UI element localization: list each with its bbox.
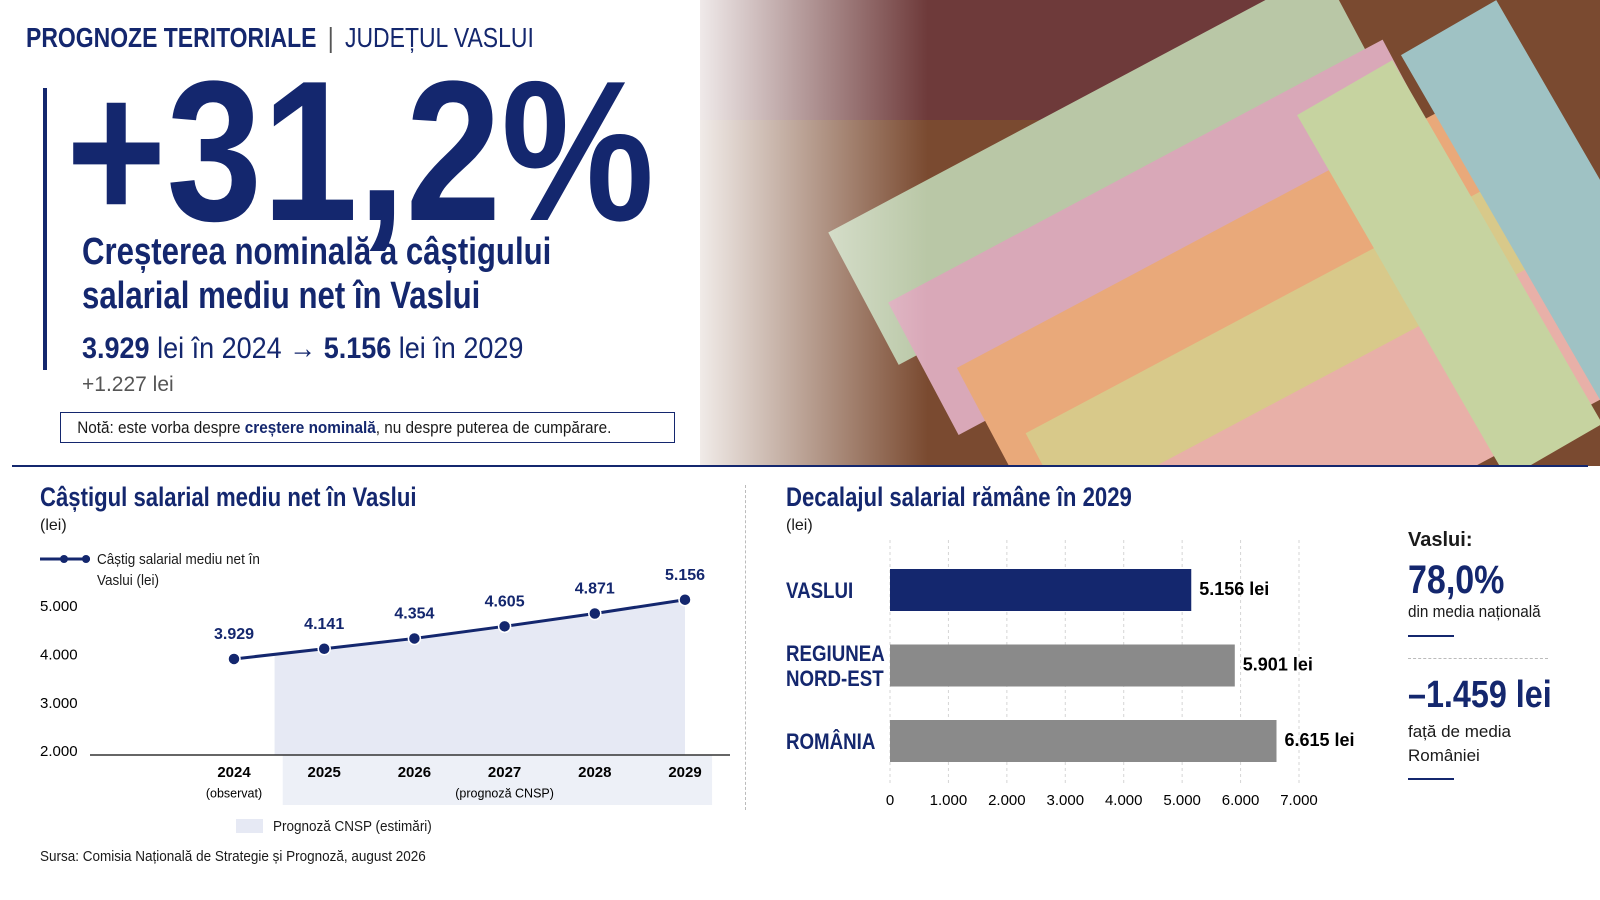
- from-value: 3.929: [82, 332, 150, 365]
- point: [227, 652, 241, 666]
- x-tick-label: 2026: [398, 764, 431, 781]
- x-tick-note: (observat): [206, 786, 262, 800]
- note-lead: Notă: este vorba despre: [77, 418, 241, 437]
- note-emphasis: creștere nominală: [244, 418, 376, 437]
- x-tick-label: 4.000: [1105, 792, 1143, 809]
- forecast-swatch: [236, 819, 263, 833]
- value-label: 4.354: [394, 606, 434, 623]
- bar: [890, 569, 1192, 611]
- value-label: 6.615 lei: [1285, 730, 1355, 750]
- to-value: 5.156: [323, 332, 392, 365]
- stat-gap: –1.459 lei: [1408, 674, 1552, 716]
- section-divider: [12, 465, 1588, 467]
- separator: |: [327, 22, 334, 53]
- legend-swatch: [40, 555, 90, 563]
- x-tick-label: 2025: [308, 764, 341, 781]
- kicker: PROGNOZE TERITORIALE: [26, 22, 317, 53]
- x-tick-label: 2024: [217, 764, 251, 781]
- note-box: Notă: este vorba despre creștere nominal…: [60, 412, 675, 443]
- y-tick-label: 3.000: [40, 695, 78, 712]
- bar: [890, 644, 1235, 687]
- x-tick-label: 5.000: [1163, 792, 1201, 809]
- x-tick-label: 6.000: [1222, 792, 1260, 809]
- value-label: 4.871: [575, 581, 615, 598]
- value-label: 3.929: [214, 626, 254, 643]
- hero-subtitle: Creșterea nominală a câștigului salarial…: [82, 231, 552, 317]
- header: PROGNOZE TERITORIALE | JUDEȚUL VASLUI: [26, 22, 645, 54]
- hero-headline-wrap: +31,2%: [66, 52, 750, 252]
- legend-dot: [60, 555, 68, 563]
- stat-share-text: din media națională: [1408, 602, 1541, 621]
- chart1-title: Câștigul salarial mediu net în Vaslui: [40, 482, 417, 512]
- x-tick-label: 7.000: [1280, 792, 1318, 809]
- bar: [890, 720, 1277, 762]
- stat-rule: [1408, 778, 1454, 780]
- forecast-band: [282, 755, 713, 805]
- chart2-title-wrap: Decalajul salarial rămâne în 2029: [786, 482, 1208, 513]
- x-tick-label: 2027: [488, 764, 521, 781]
- header-line: PROGNOZE TERITORIALE | JUDEȚUL VASLUI: [26, 22, 534, 54]
- stat-rule: [1408, 635, 1454, 637]
- point: [497, 619, 512, 634]
- note-tail: , nu despre puterea de cumpărare.: [375, 418, 612, 437]
- forecast-area: [274, 599, 685, 755]
- stat-label: Vaslui:: [1408, 529, 1473, 551]
- hero-headline: +31,2%: [66, 40, 655, 263]
- column-divider: [745, 485, 746, 810]
- bar-category: VASLUI: [786, 577, 854, 603]
- x-tick-label: 2.000: [988, 792, 1026, 809]
- chart1-title-wrap: Câștigul salarial mediu net în Vaslui: [40, 482, 499, 513]
- legend-dot: [82, 555, 90, 563]
- y-tick-label: 4.000: [40, 647, 78, 664]
- stat-share: 78,0%: [1408, 558, 1505, 602]
- forecast-label: Prognoză CNSP (estimări): [273, 818, 432, 835]
- value-label: 4.605: [485, 594, 525, 611]
- bar-category: REGIUNEA NORD-EST: [786, 640, 885, 691]
- hero-rule: [43, 88, 47, 370]
- chart2-title: Decalajul salarial rămâne în 2029: [786, 482, 1132, 512]
- y-tick-label: 5.000: [40, 598, 78, 615]
- x-tick-label: 2029: [668, 764, 701, 781]
- chart1-unit: (lei): [40, 517, 67, 534]
- value-label: 5.156: [665, 567, 705, 584]
- hero-values-line: 3.929 lei în 2024 → 5.156 lei în 2029: [82, 332, 523, 366]
- hero-values: 3.929 lei în 2024 → 5.156 lei în 2029: [82, 332, 572, 366]
- x-tick-label: 0: [886, 792, 894, 809]
- stat-gap-text: față de media României: [1408, 722, 1512, 765]
- value-label: 4.141: [304, 616, 344, 633]
- to-text: lei în 2029: [398, 332, 524, 365]
- value-label: 5.901 lei: [1243, 654, 1313, 674]
- chart2-unit: (lei): [786, 517, 813, 534]
- x-tick-label: 2028: [578, 764, 611, 781]
- x-tick-label: 3.000: [1047, 792, 1085, 809]
- hero-difference: +1.227 lei: [82, 373, 174, 396]
- point: [407, 631, 422, 646]
- region: JUDEȚUL VASLUI: [344, 22, 534, 53]
- point: [588, 606, 602, 621]
- series-line: [233, 598, 686, 661]
- point: [317, 641, 331, 656]
- legend-label: Câștig salarial mediu net în Vaslui (lei…: [97, 551, 260, 589]
- value-label: 5.156 lei: [1199, 579, 1269, 599]
- stat-divider: [1408, 658, 1548, 659]
- bar-category: ROMÂNIA: [786, 728, 876, 754]
- y-tick-label: 2.000: [40, 743, 78, 760]
- x-tick-note: (prognoză CNSP): [455, 786, 554, 800]
- arrow: →: [289, 332, 317, 365]
- from-text: lei în 2024: [157, 332, 282, 365]
- photo-fade: [0, 0, 1600, 466]
- x-tick-label: 1.000: [930, 792, 968, 809]
- source: Sursa: Comisia Națională de Strategie și…: [40, 848, 426, 865]
- point: [678, 592, 692, 607]
- photo: [0, 0, 1600, 466]
- note-text: Notă: este vorba despre creștere nominal…: [61, 413, 613, 442]
